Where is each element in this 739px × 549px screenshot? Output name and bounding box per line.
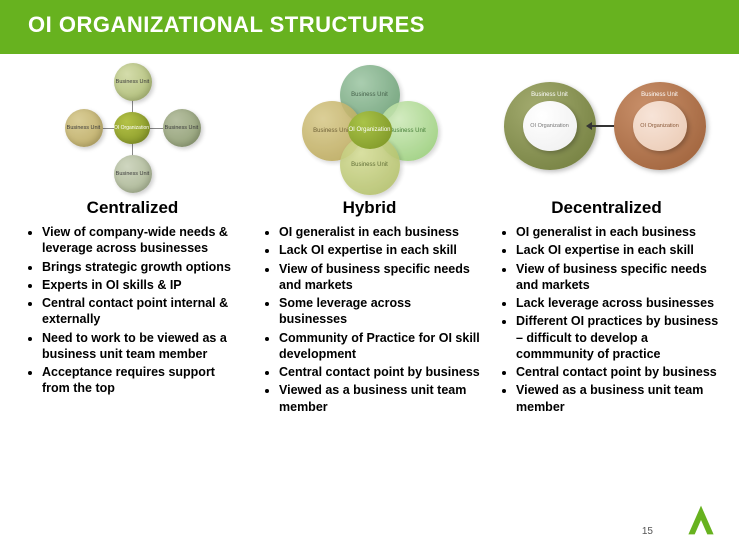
node-bu-top: Business Unit [114,63,152,101]
heading-centralized: Centralized [20,198,245,218]
list-item: Acceptance requires support from the top [42,364,245,397]
bullets-centralized: View of company-wide needs & leverage ac… [20,224,245,397]
list-item: Lack leverage across businesses [516,295,719,311]
list-item: Central contact point by business [279,364,482,380]
list-item: View of company-wide needs & leverage ac… [42,224,245,257]
bullets-decentralized: OI generalist in each business Lack OI e… [494,224,719,415]
columns-container: Business Unit Business Unit Business Uni… [0,54,739,417]
list-item: OI generalist in each business [279,224,482,240]
list-item: Some leverage across businesses [279,295,482,328]
list-item: OI generalist in each business [516,224,719,240]
bullets-hybrid: OI generalist in each business Lack OI e… [257,224,482,415]
page-number: 15 [642,526,653,537]
node-bu-right: Business Unit [163,109,201,147]
list-item: Experts in OI skills & IP [42,277,245,293]
heading-decentralized: Decentralized [494,198,719,218]
inner-right: OI Organization [633,101,687,151]
list-item: Viewed as a business unit team member [516,382,719,415]
list-item: Need to work to be viewed as a business … [42,330,245,363]
diagram-centralized: Business Unit Business Unit Business Uni… [20,64,245,192]
logo-icon [683,502,719,543]
bubble-center: OI Organization [348,111,392,149]
list-item: Viewed as a business unit team member [279,382,482,415]
list-item: View of business specific needs and mark… [279,261,482,294]
node-center: OI Organization [114,112,150,144]
title-banner: OI ORGANIZATIONAL STRUCTURES [0,0,739,54]
node-bu-bottom: Business Unit [114,155,152,193]
list-item: Different OI practices by business – dif… [516,313,719,362]
outer-left: Business Unit OI Organization [504,82,596,170]
list-item: Lack OI expertise in each skill [516,242,719,258]
list-item: Central contact point internal & externa… [42,295,245,328]
list-item: Brings strategic growth options [42,259,245,275]
list-item: View of business specific needs and mark… [516,261,719,294]
node-bu-left: Business Unit [65,109,103,147]
column-decentralized: Business Unit OI Organization Business U… [488,64,725,417]
list-item: Lack OI expertise in each skill [279,242,482,258]
list-item: Community of Practice for OI skill devel… [279,330,482,363]
heading-hybrid: Hybrid [257,198,482,218]
column-centralized: Business Unit Business Unit Business Uni… [14,64,251,417]
diagram-hybrid: Business Unit Business Unit Business Uni… [257,64,482,192]
diagram-decentralized: Business Unit OI Organization Business U… [494,64,719,192]
page-title: OI ORGANIZATIONAL STRUCTURES [28,12,739,38]
list-item: Central contact point by business [516,364,719,380]
outer-right: Business Unit OI Organization [614,82,706,170]
inner-left: OI Organization [523,101,577,151]
column-hybrid: Business Unit Business Unit Business Uni… [251,64,488,417]
